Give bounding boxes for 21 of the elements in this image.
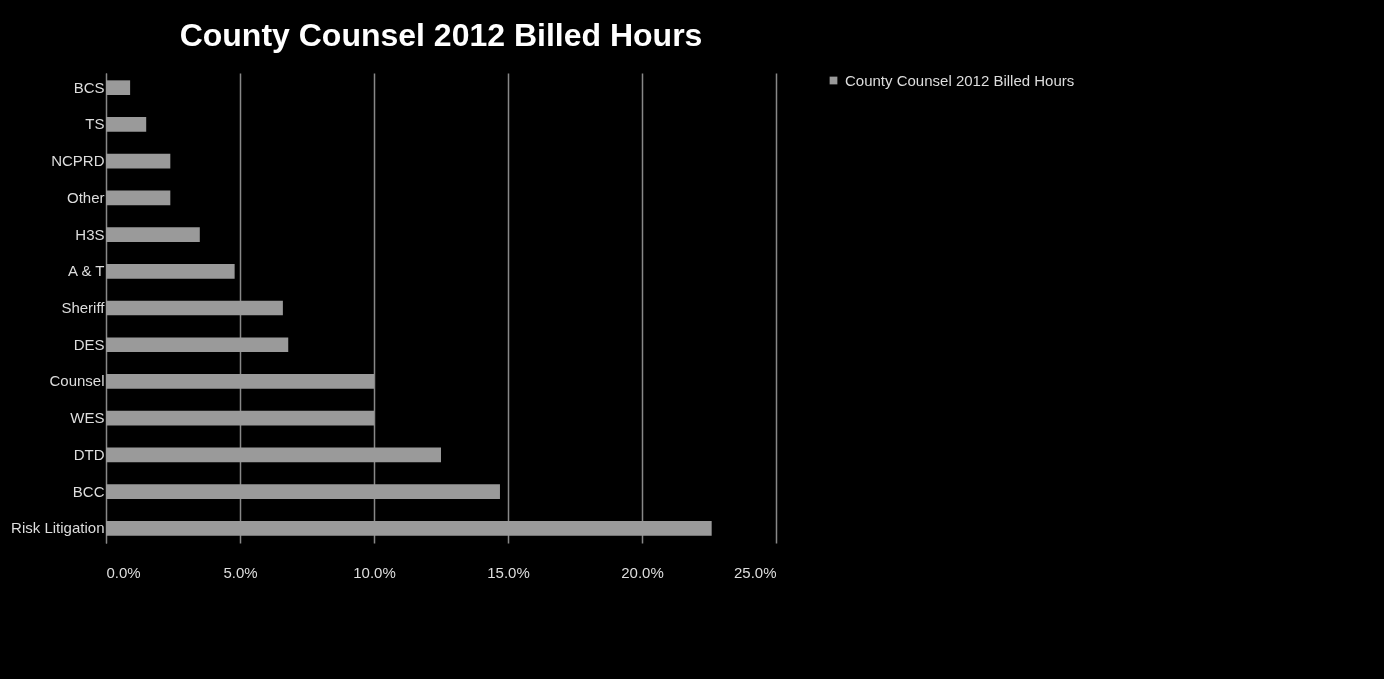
- x-tick-label: 10.0%: [353, 563, 396, 581]
- y-tick-label: DTD: [73, 445, 105, 463]
- x-tick-label: 25.0%: [733, 563, 777, 581]
- y-tick-label: Counsel: [49, 372, 105, 390]
- y-tick-label: BCS: [73, 78, 105, 96]
- x-tick-label: 0.0%: [106, 563, 141, 581]
- y-tick-label: H3S: [75, 225, 105, 243]
- y-tick-label: WES: [70, 409, 105, 427]
- chart-title: County Counsel 2012 Billed Hours: [179, 17, 703, 53]
- y-tick-label: BCC: [72, 482, 105, 500]
- y-tick-label: DES: [73, 335, 105, 353]
- y-tick-label: Sheriff: [61, 299, 106, 316]
- x-tick-label: 20.0%: [621, 563, 664, 581]
- y-tick-label: Risk Litigation: [11, 519, 105, 537]
- y-tick-label: A & T: [68, 262, 105, 280]
- y-tick-label: TS: [85, 115, 105, 133]
- legend-label: County Counsel 2012 Billed Hours: [845, 71, 1075, 89]
- x-tick-label: 15.0%: [487, 563, 530, 581]
- y-tick-label: NCPRD: [51, 152, 105, 170]
- x-tick-label: 5.0%: [223, 563, 258, 581]
- y-tick-label: Other: [66, 188, 105, 206]
